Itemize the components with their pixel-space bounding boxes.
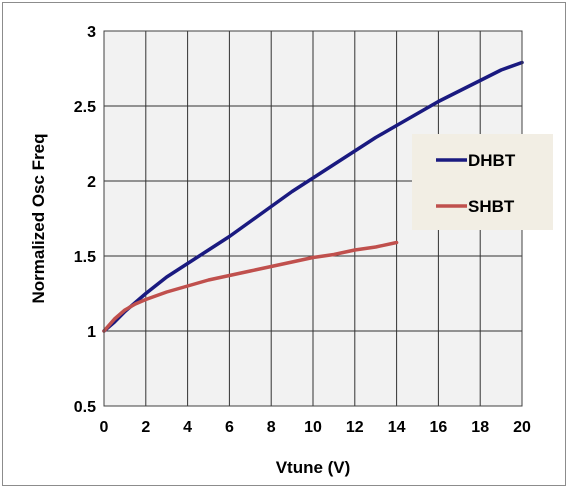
- series-line-shbt: [102, 240, 399, 333]
- x-tick-label: 18: [471, 419, 489, 436]
- x-tick-label: 2: [141, 419, 150, 436]
- x-tick-label: 4: [183, 419, 192, 436]
- x-tick-label: 12: [346, 419, 364, 436]
- y-tick-label: 1: [87, 324, 96, 341]
- y-axis-label: Normalized Osc Freq: [29, 133, 48, 303]
- series-layer: [102, 60, 524, 333]
- legend: DHBT SHBT: [412, 134, 553, 230]
- x-tick-label: 6: [225, 419, 234, 436]
- x-tick-label: 8: [267, 419, 276, 436]
- x-tick-labels: 0 2 4 6 8 10 12 14 16 18 20: [100, 419, 531, 436]
- series-line-dhbt: [102, 60, 524, 333]
- y-tick-label: 2: [87, 174, 96, 191]
- x-tick-label: 14: [388, 419, 406, 436]
- x-axis-label: Vtune (V): [276, 458, 351, 477]
- x-tick-label: 20: [513, 419, 531, 436]
- y-tick-label: 3: [87, 24, 96, 41]
- legend-label-dhbt: DHBT: [468, 151, 516, 170]
- y-tick-labels: 0.5 1 1.5 2 2.5 3: [74, 24, 96, 416]
- y-tick-label: 1.5: [74, 249, 96, 266]
- x-tick-label: 10: [304, 419, 322, 436]
- y-tick-label: 0.5: [74, 399, 96, 416]
- x-tick-label: 16: [430, 419, 448, 436]
- legend-box: [412, 134, 553, 230]
- y-tick-label: 2.5: [74, 99, 96, 116]
- x-tick-label: 0: [100, 419, 109, 436]
- legend-label-shbt: SHBT: [468, 197, 515, 216]
